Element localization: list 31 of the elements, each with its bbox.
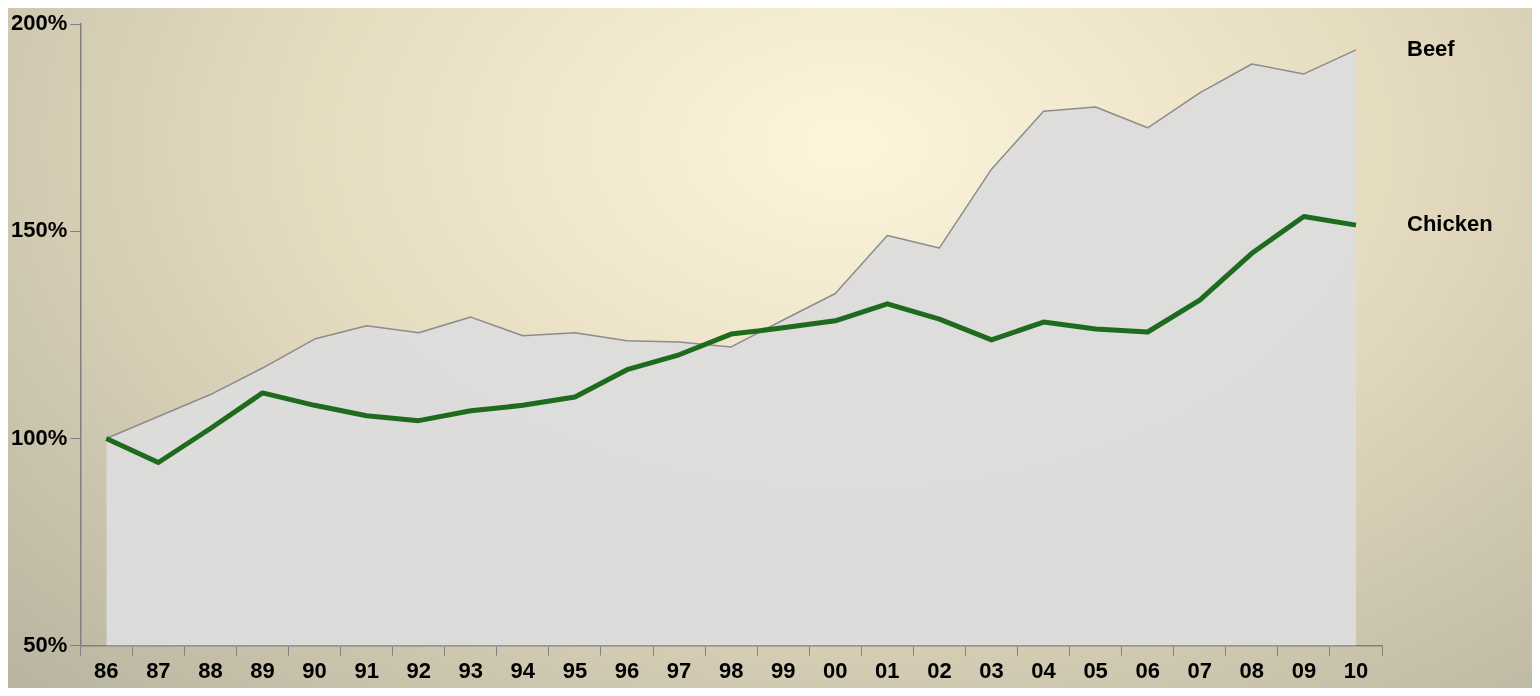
- x-tick-label: 89: [250, 657, 275, 683]
- x-tick-label: 99: [770, 657, 796, 683]
- x-tick-label: 98: [718, 657, 744, 683]
- x-tick-label: 04: [1031, 657, 1057, 683]
- x-tick-label: 94: [510, 657, 536, 683]
- x-tick-label: 86: [94, 657, 119, 683]
- y-tick-label: 200%: [10, 10, 68, 36]
- x-tick-label: 07: [1187, 657, 1212, 683]
- x-tick-label: 08: [1239, 657, 1265, 683]
- x-tick-label: 02: [927, 657, 952, 683]
- x-tick-label: 01: [875, 657, 900, 683]
- y-tick-label: 50%: [23, 631, 68, 657]
- x-tick-label: 03: [979, 657, 1004, 683]
- x-tick-label: 10: [1343, 657, 1369, 683]
- x-tick-label: 96: [614, 657, 640, 683]
- y-tick-label: 100%: [10, 424, 68, 450]
- text: Chicken: [1407, 211, 1493, 237]
- x-tick-label: 91: [354, 657, 379, 683]
- x-tick-label: 92: [406, 657, 431, 683]
- y-tick-label: 150%: [10, 217, 68, 243]
- x-tick-label: 95: [562, 657, 588, 683]
- x-tick-label: 93: [458, 657, 484, 683]
- x-tick-label: 88: [198, 657, 223, 683]
- x-tick-label: 97: [666, 657, 692, 683]
- x-tick-label: 87: [146, 657, 171, 683]
- x-tick-label: 06: [1135, 657, 1160, 683]
- x-tick-label: 00: [823, 657, 848, 683]
- x-tick-label: 90: [302, 657, 327, 683]
- text: Beef: [1407, 35, 1456, 61]
- x-tick-label: 05: [1083, 657, 1108, 683]
- x-tick-label: 09: [1291, 657, 1317, 683]
